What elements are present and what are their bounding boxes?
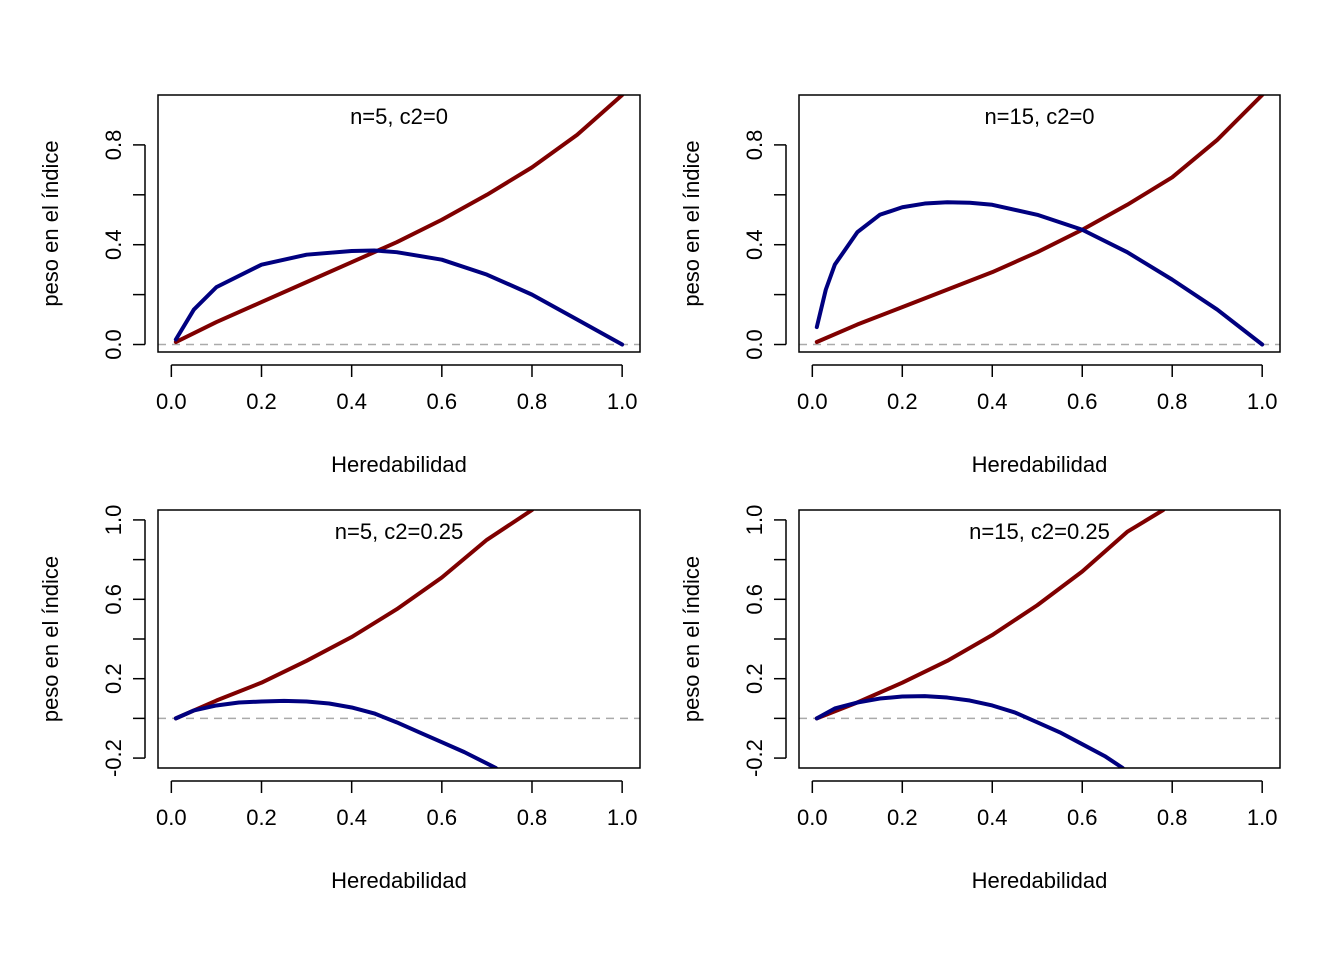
y-axis-label: peso en el índice (679, 556, 704, 722)
y-tick-label: 1.0 (742, 505, 767, 536)
y-tick-label: 0.2 (101, 663, 126, 694)
x-tick-label: 0.2 (246, 389, 277, 414)
x-tick-label: 0.4 (336, 389, 367, 414)
x-tick-label: 0.4 (977, 389, 1008, 414)
y-axis-label: peso en el índice (38, 556, 63, 722)
y-axis-label: peso en el índice (679, 140, 704, 306)
x-tick-label: 0.0 (797, 805, 828, 830)
x-tick-label: 0.2 (887, 805, 918, 830)
x-axis-label: Heredabilidad (331, 868, 467, 893)
y-tick-label: 1.0 (101, 505, 126, 536)
x-tick-label: 0.6 (1067, 389, 1098, 414)
x-tick-label: 0.6 (427, 389, 458, 414)
series-group (814, 510, 1166, 768)
plot-frame (157, 509, 641, 769)
series-line-blue (814, 200, 1265, 347)
x-tick-label: 0.2 (246, 805, 277, 830)
series-line-blue (173, 248, 625, 347)
series-group (173, 95, 625, 347)
y-tick-label: 0.4 (742, 229, 767, 260)
y-tick-label: 0.6 (101, 584, 126, 615)
x-tick-label: 1.0 (1247, 389, 1278, 414)
y-tick-label: 0.4 (101, 229, 126, 260)
x-tick-label: 0.4 (977, 805, 1008, 830)
plot-frame (798, 94, 1281, 353)
chart-panel-1: 0.0 0.2 0.4 0.6 0.8 1.0 Heredabilidad 0.0 0.4 0.8… (38, 94, 641, 477)
y-tick-label: -0.2 (101, 739, 126, 777)
x-tick-label: 0.8 (517, 805, 548, 830)
y-tick-label: 0.8 (101, 130, 126, 161)
panel-label: n=15, c2=0.25 (969, 519, 1110, 544)
x-axis-label: Heredabilidad (331, 452, 467, 477)
y-axis-label: peso en el índice (38, 140, 63, 306)
y-tick-label: 0.0 (101, 329, 126, 360)
x-tick-label: 0.0 (156, 389, 187, 414)
series-line-red (814, 95, 1265, 345)
y-tick-label: 0.2 (742, 663, 767, 694)
series-line-blue (173, 698, 498, 768)
x-tick-label: 1.0 (1247, 805, 1278, 830)
series-group (814, 95, 1265, 347)
chart-panel-3: 0.0 0.2 0.4 0.6 0.8 1.0 Heredabilidad -0.2 0.2 0.… (38, 505, 641, 893)
plot-frame (157, 94, 641, 353)
panel-label: n=5, c2=0 (350, 104, 448, 129)
x-tick-label: 0.8 (517, 389, 548, 414)
plot-frame (798, 509, 1281, 769)
y-tick-label: 0.0 (742, 329, 767, 360)
panel-label: n=5, c2=0.25 (335, 519, 463, 544)
x-tick-label: 1.0 (607, 805, 638, 830)
y-tick-label: -0.2 (742, 739, 767, 777)
panel-label: n=15, c2=0 (984, 104, 1094, 129)
y-tick-label: 0.6 (742, 584, 767, 615)
x-tick-label: 0.8 (1157, 805, 1188, 830)
x-axis-label: Heredabilidad (972, 868, 1108, 893)
x-tick-label: 0.6 (1067, 805, 1098, 830)
series-group (173, 510, 534, 768)
chart-panel-2: 0.0 0.2 0.4 0.6 0.8 1.0 Heredabilidad 0.0 0.4 0.8… (679, 94, 1281, 477)
series-line-red (173, 510, 534, 721)
x-tick-label: 0.2 (887, 389, 918, 414)
x-tick-label: 1.0 (607, 389, 638, 414)
x-tick-label: 0.8 (1157, 389, 1188, 414)
x-tick-label: 0.4 (336, 805, 367, 830)
x-tick-label: 0.0 (156, 805, 187, 830)
series-line-red (814, 510, 1166, 721)
x-tick-label: 0.6 (427, 805, 458, 830)
x-axis-label: Heredabilidad (972, 452, 1108, 477)
y-tick-label: 0.8 (742, 130, 767, 161)
series-line-red (173, 95, 625, 345)
x-tick-label: 0.0 (797, 389, 828, 414)
series-line-blue (814, 694, 1125, 768)
chart-panel-4: 0.0 0.2 0.4 0.6 0.8 1.0 Heredabilidad -0.2 0.2 0.… (679, 505, 1281, 893)
